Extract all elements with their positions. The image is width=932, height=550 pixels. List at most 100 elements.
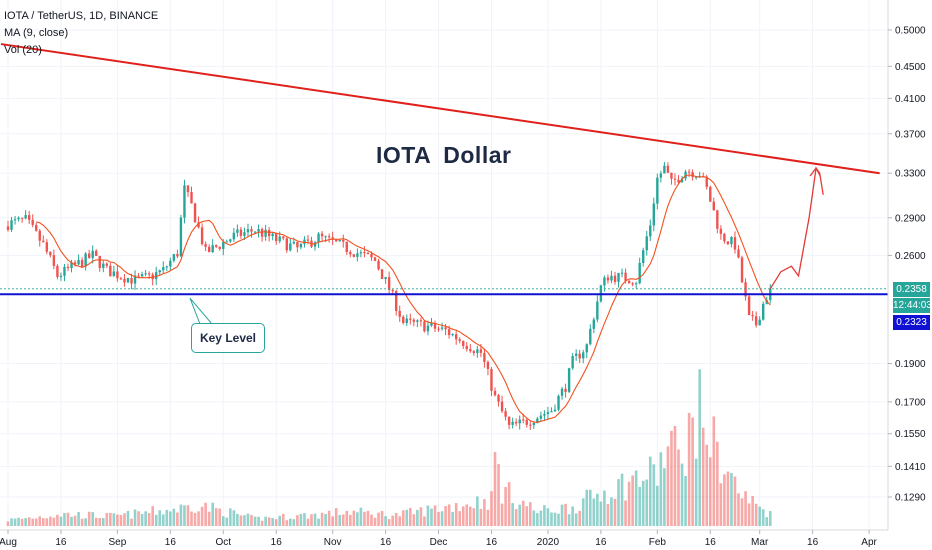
volume-bar xyxy=(112,513,116,526)
chart-legend: IOTA / TetherUS, 1D, BINANCE MA (9, clos… xyxy=(4,8,158,59)
candle-body xyxy=(84,253,87,267)
volume-bar xyxy=(45,518,49,526)
candle-body xyxy=(476,349,479,354)
candle-body xyxy=(285,238,288,251)
time-axis-label: 16 xyxy=(380,537,392,548)
volume-bar xyxy=(84,518,87,526)
candle-body xyxy=(271,233,274,237)
volume-bar xyxy=(140,514,144,526)
volume-bar xyxy=(87,511,91,526)
volume-bar xyxy=(479,508,483,526)
candle-body xyxy=(193,203,197,223)
volume-bar xyxy=(723,474,726,526)
volume-bar xyxy=(73,515,77,526)
candle-body xyxy=(204,244,207,247)
volume-bar xyxy=(518,504,522,526)
key-level-price-tag: 0.2323 xyxy=(893,315,930,330)
chart-title-annotation[interactable]: IOTA Dollar xyxy=(376,142,512,168)
volume-bar xyxy=(133,509,137,526)
volume-bar xyxy=(80,518,84,526)
candle-body xyxy=(222,242,225,249)
candle-body xyxy=(356,253,359,257)
volume-bar xyxy=(165,509,169,526)
candle-body xyxy=(331,237,334,240)
candle-body xyxy=(398,310,401,317)
volume-bar xyxy=(624,500,627,526)
resistance-trendline[interactable] xyxy=(0,43,880,175)
volume-bar xyxy=(613,498,617,526)
volume-bar xyxy=(13,518,17,526)
candle-body xyxy=(737,249,740,258)
volume-bar xyxy=(627,481,631,526)
volume-bar xyxy=(320,512,324,526)
projection-arrow[interactable] xyxy=(769,166,824,290)
volume-bar xyxy=(493,452,497,526)
volume-bar xyxy=(243,515,246,526)
candle-body xyxy=(539,415,543,419)
candle-body xyxy=(299,243,303,248)
volume-bar xyxy=(144,511,147,526)
candle-body xyxy=(589,328,592,345)
ma-indicator-label[interactable]: MA (9, close) xyxy=(4,27,69,39)
candle-body xyxy=(497,395,500,402)
volume-bar xyxy=(363,511,366,526)
volume-bar xyxy=(193,512,197,526)
volume-bar xyxy=(564,503,567,526)
volume-bar xyxy=(327,510,331,526)
candle-body xyxy=(391,289,394,292)
volume-bar xyxy=(158,510,162,526)
candle-body xyxy=(522,419,525,421)
volume-bar xyxy=(352,510,356,526)
volume-bar xyxy=(486,509,490,526)
volume-bar xyxy=(246,513,250,526)
candle-body xyxy=(571,355,574,369)
candle-body xyxy=(338,239,341,242)
volume-bar xyxy=(641,480,645,526)
candle-body xyxy=(289,243,292,251)
candle-body xyxy=(719,228,723,234)
candle-body xyxy=(631,283,634,285)
volume-bar xyxy=(557,513,560,526)
volume-indicator-label[interactable]: Vol (20) xyxy=(4,44,42,56)
volume-bar xyxy=(599,501,603,526)
volume-bar xyxy=(458,511,462,526)
time-axis-label: Apr xyxy=(861,537,877,548)
candle-body xyxy=(677,179,680,183)
candle-body xyxy=(140,274,144,277)
price-axis[interactable]: 0.5000 0.4500 0.4100 0.3700 0.3300 0.2900 0.26… xyxy=(0,0,926,531)
time-axis-label: Feb xyxy=(649,537,667,548)
candle-body xyxy=(483,352,486,363)
key-level-callout[interactable]: Key Level xyxy=(191,323,265,353)
candle-body xyxy=(275,233,278,242)
candle-body xyxy=(91,250,94,258)
symbol-label[interactable]: IOTA / TetherUS, 1D, BINANCE xyxy=(4,10,159,22)
candle-body xyxy=(578,353,581,359)
volume-bar xyxy=(416,509,419,526)
volume-bar xyxy=(409,507,412,526)
time-axis[interactable]: Aug 16 Sep 16 Oct 16 Nov 16 Dec 16 2020 16 Feb 16 Mar 1… xyxy=(0,530,878,548)
volume-bar xyxy=(183,505,186,526)
volume-bar xyxy=(652,464,656,526)
candle-body xyxy=(352,254,356,257)
volume-bar xyxy=(451,512,454,526)
candle-body xyxy=(144,273,147,275)
chart-grid xyxy=(0,0,888,530)
volume-bar xyxy=(77,512,80,526)
volume-bar xyxy=(398,516,402,526)
volume-bar xyxy=(666,446,670,526)
candle-body xyxy=(20,217,24,219)
volume-bar xyxy=(546,508,550,526)
volume-bar xyxy=(645,479,649,526)
time-axis-label: 16 xyxy=(595,537,607,548)
volume-bar xyxy=(514,509,518,526)
volume-bar xyxy=(638,486,641,526)
volume-bar xyxy=(345,510,349,526)
time-axis-label: Oct xyxy=(215,537,231,548)
volume-bar xyxy=(687,412,691,526)
candle-body xyxy=(370,253,373,258)
volume-bar xyxy=(338,514,342,526)
candle-body xyxy=(698,175,701,177)
volume-bar xyxy=(384,516,387,526)
candle-body xyxy=(716,210,719,229)
